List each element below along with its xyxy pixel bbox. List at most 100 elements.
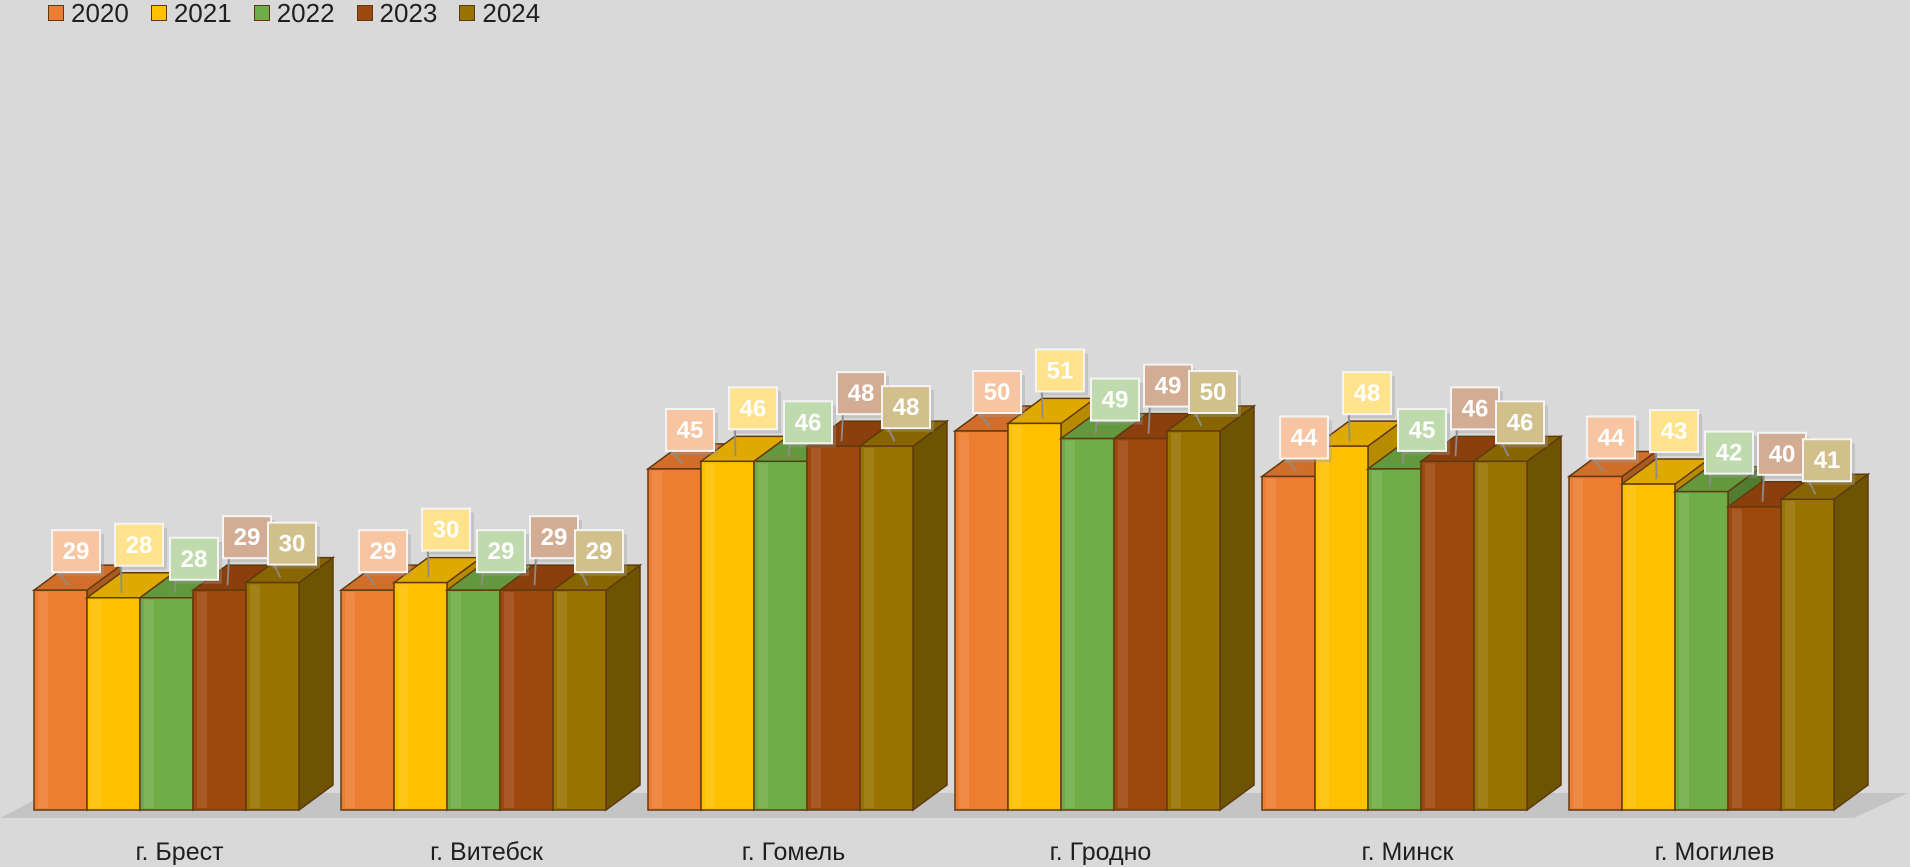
data-label-box: [1342, 371, 1392, 416]
data-label-box: [1757, 431, 1807, 476]
legend-swatch: [459, 5, 476, 21]
data-label-text: 49: [1155, 373, 1182, 400]
data-label: 50: [1188, 370, 1241, 417]
data-label-box: [1802, 438, 1852, 483]
data-label-text: 44: [1598, 424, 1625, 451]
data-label-box: [1035, 348, 1085, 393]
data-label-box: [783, 400, 833, 445]
data-label-text: 29: [541, 524, 568, 551]
data-label-box: [728, 386, 778, 431]
data-label: 46: [783, 400, 836, 448]
bar-front-face: [1674, 490, 1729, 811]
bar-front-face: [446, 589, 501, 811]
legend-item-2021: 2021: [150, 0, 232, 29]
category-label: г. Гродно: [1050, 838, 1152, 866]
bar: [1164, 404, 1257, 812]
data-label-box: [1586, 415, 1636, 460]
data-label-box: [574, 529, 624, 574]
bar-front-face: [393, 581, 448, 811]
bar-side-face: [1219, 404, 1255, 812]
data-label: 44: [1586, 415, 1639, 463]
category-label: г. Гомель: [742, 838, 846, 866]
data-label: 48: [1342, 371, 1395, 419]
data-label-box: [1704, 430, 1754, 475]
data-label-text: 45: [1409, 417, 1436, 444]
bar-highlight: [1171, 433, 1181, 808]
category-label: г. Могилев: [1655, 838, 1775, 866]
data-label-box: [1450, 386, 1500, 431]
data-label-box: [1188, 370, 1238, 414]
bar-highlight: [1372, 470, 1382, 808]
bar-front-face: [1780, 498, 1835, 811]
bar-highlight: [1626, 486, 1636, 808]
legend-label: 2023: [379, 0, 438, 28]
data-label: 50: [972, 370, 1025, 417]
data-label-text: 30: [279, 531, 306, 558]
bar-highlight: [1012, 425, 1022, 808]
bar-highlight: [557, 592, 567, 808]
legend-swatch: [253, 5, 270, 21]
category-label: г. Минск: [1362, 838, 1455, 866]
bar-front-face: [859, 445, 914, 811]
bar-highlight: [1732, 508, 1742, 808]
data-label: 28: [114, 522, 167, 570]
bar-front-face: [1621, 483, 1676, 811]
data-label: 46: [728, 386, 781, 434]
legend: 2020 2021 2022 2023 2024: [48, 0, 540, 29]
bars-layer: [31, 396, 1871, 812]
bar-highlight: [864, 448, 874, 808]
legend-swatch: [48, 5, 64, 21]
data-label-box: [1279, 415, 1329, 460]
bar-front-face: [954, 430, 1009, 811]
data-label-text: 51: [1047, 357, 1074, 384]
data-label-text: 29: [370, 538, 397, 565]
data-label-text: 48: [848, 380, 875, 407]
bar-highlight: [811, 448, 821, 808]
category-axis: г. Брест г. Витебск г. Гомель г. Гродно г. М…: [135, 838, 1774, 866]
bar-highlight: [504, 592, 514, 808]
bar-highlight: [398, 584, 408, 808]
legend-item-2022: 2022: [253, 0, 335, 29]
bar-highlight: [758, 463, 768, 808]
data-label-text: 28: [181, 546, 208, 573]
data-label: 48: [881, 385, 934, 433]
legend-swatch: [150, 5, 167, 21]
data-label-text: 50: [984, 379, 1011, 406]
data-label-box: [665, 407, 715, 452]
bar-front-face: [552, 589, 607, 811]
data-label-box: [836, 371, 886, 416]
data-label-box: [358, 529, 408, 574]
data-label-text: 30: [433, 517, 460, 544]
bar-front-face: [1314, 445, 1369, 811]
bar-front-face: [1261, 475, 1316, 811]
data-label: 29: [574, 529, 627, 577]
legend-label: 2021: [173, 0, 232, 28]
bar-highlight: [1266, 478, 1276, 808]
data-label-text: 40: [1769, 441, 1796, 468]
bar-highlight: [1425, 463, 1435, 808]
bar-highlight: [1573, 478, 1583, 808]
data-label-box: [1495, 400, 1545, 445]
data-label-text: 28: [126, 532, 153, 559]
data-label: 49: [1090, 377, 1143, 425]
bar-highlight: [959, 433, 969, 808]
bar-front-face: [499, 589, 554, 811]
bar-front-face: [700, 460, 755, 811]
data-label-text: 45: [677, 417, 704, 444]
bar-highlight: [652, 470, 662, 808]
bar-front-face: [806, 445, 861, 811]
data-label-box: [267, 521, 317, 566]
bar-highlight: [1478, 463, 1488, 808]
data-label: 29: [476, 529, 529, 577]
data-label-box: [1649, 409, 1699, 454]
data-label: 44: [1279, 415, 1332, 463]
data-label-text: 29: [586, 538, 613, 565]
bar-front-face: [1473, 460, 1528, 811]
data-label-text: 29: [488, 538, 515, 565]
data-label: 30: [267, 521, 320, 569]
bar-front-face: [1166, 430, 1221, 811]
legend-label: 2022: [276, 0, 335, 28]
data-label: 45: [1397, 407, 1450, 455]
